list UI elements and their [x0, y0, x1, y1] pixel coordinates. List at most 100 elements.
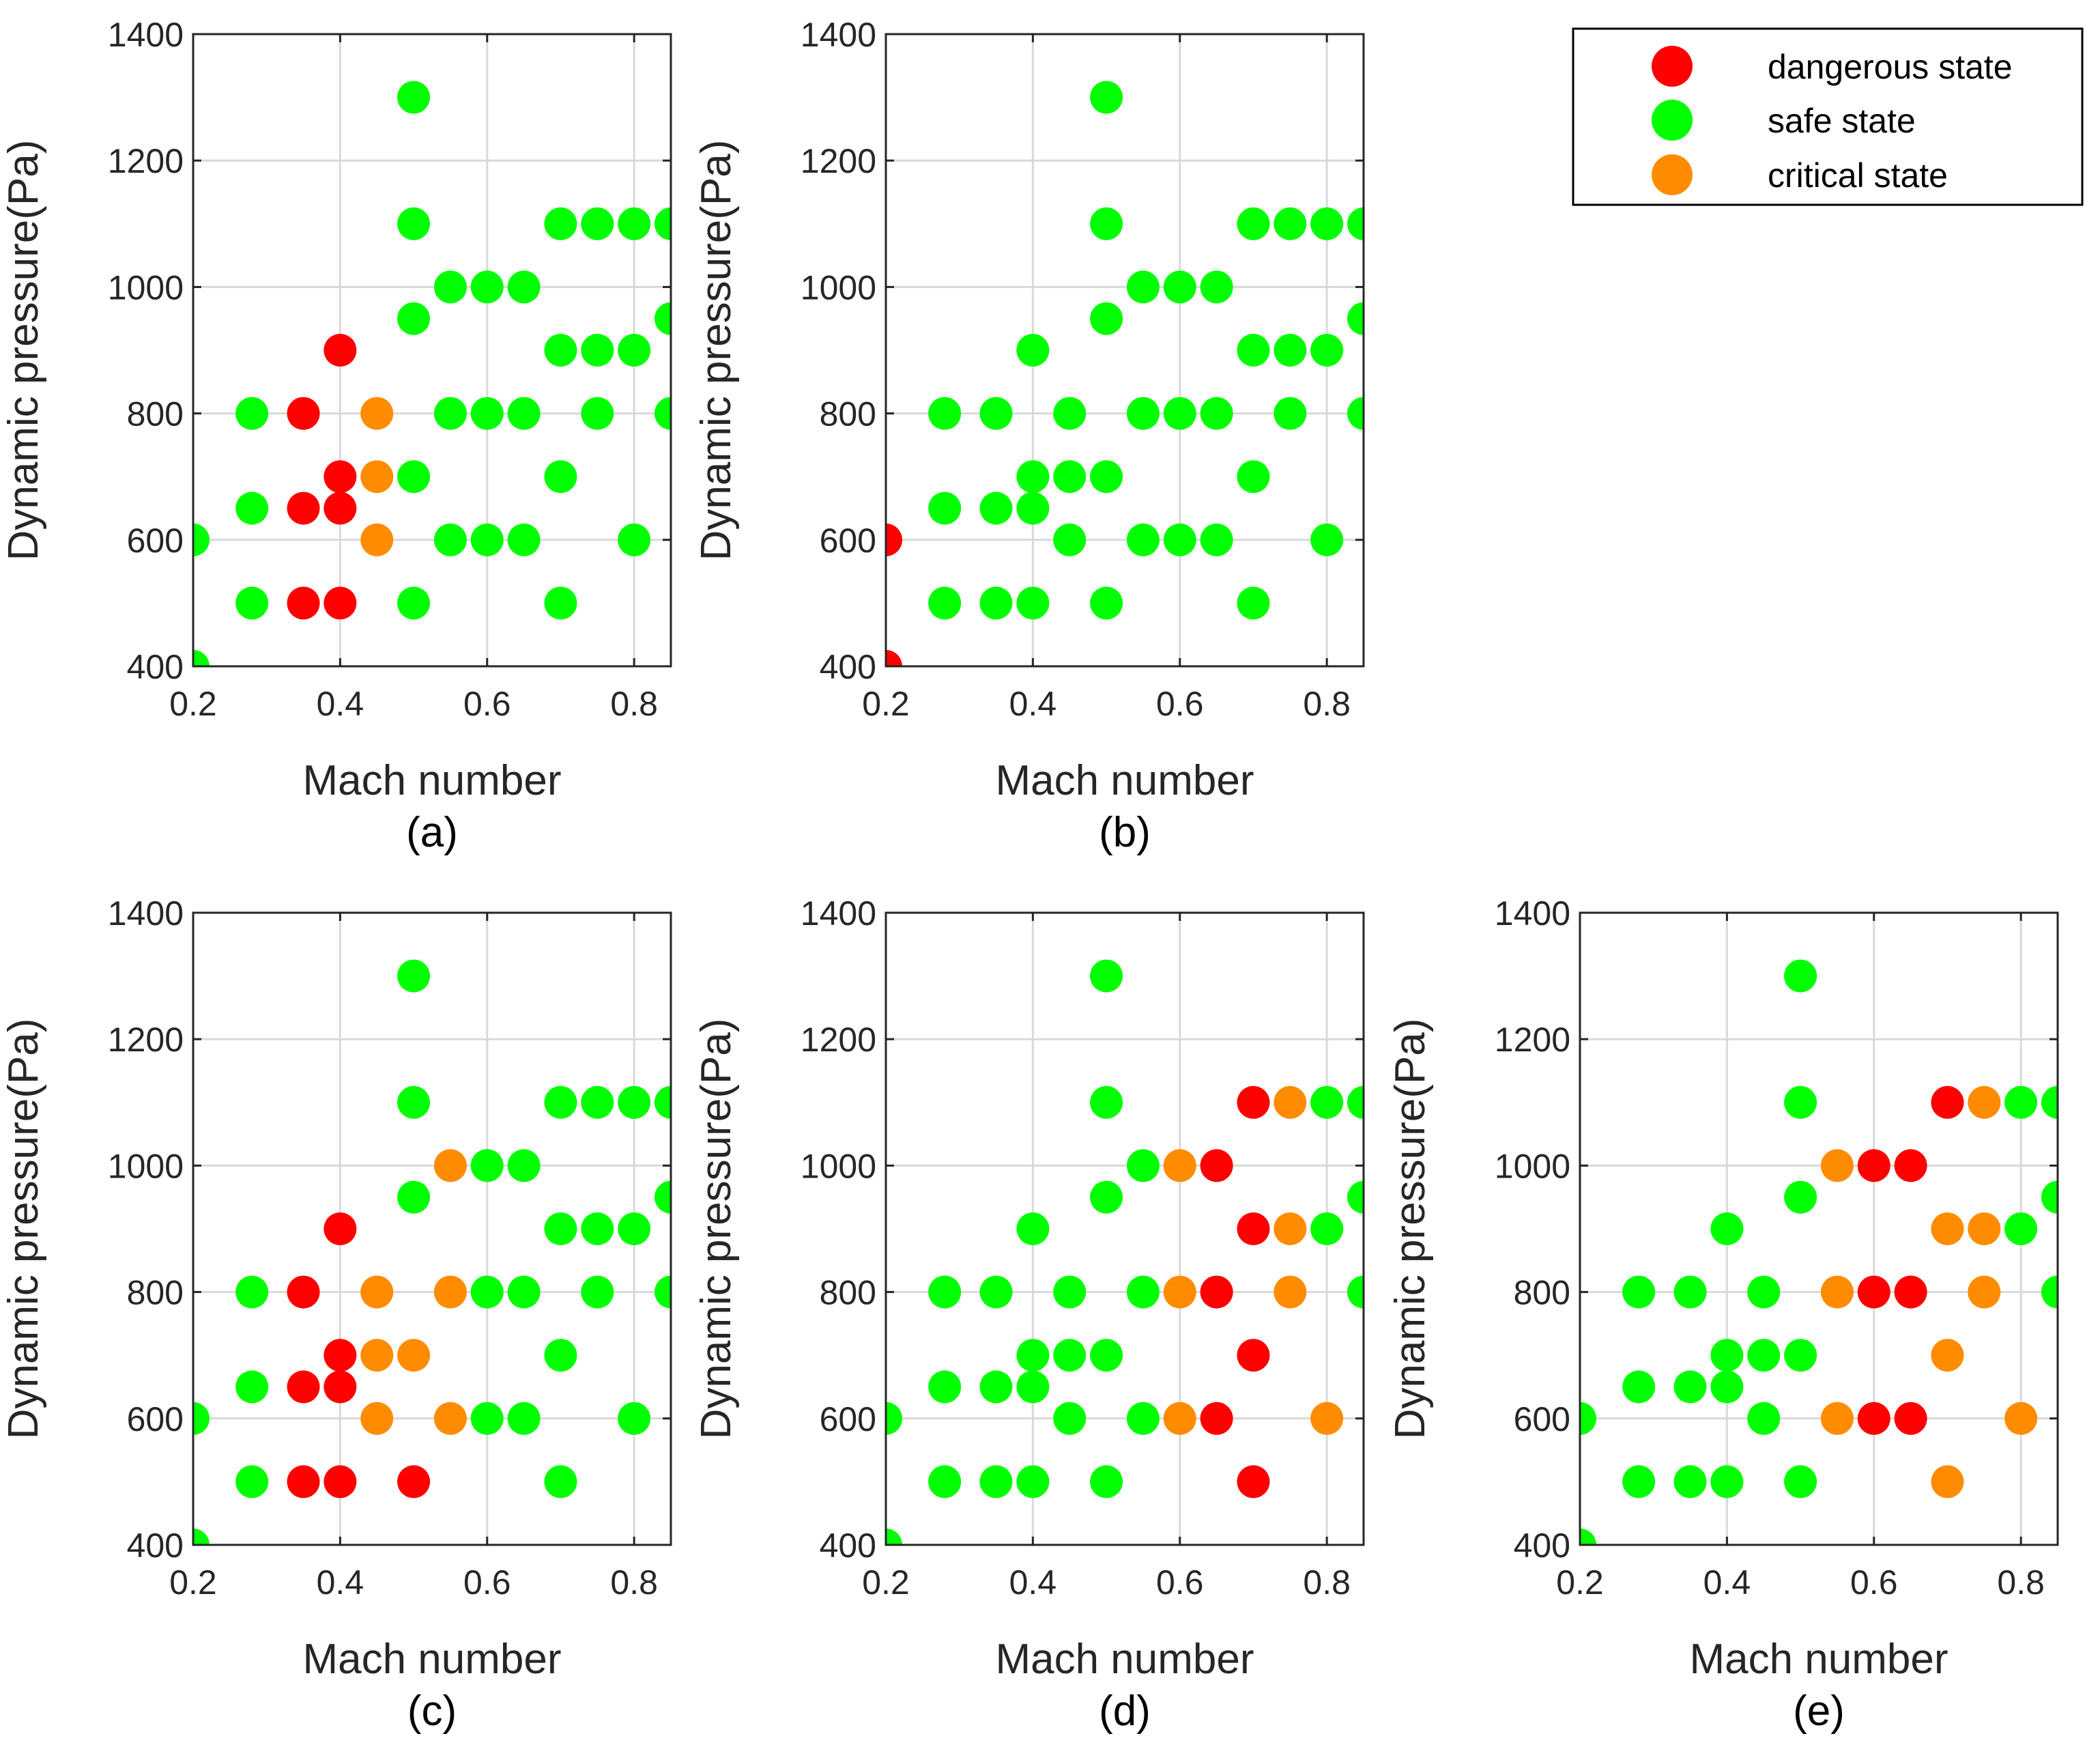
data-point-safe [979, 1465, 1013, 1498]
data-point-safe [1090, 81, 1123, 114]
data-point-safe [928, 1275, 962, 1309]
y-tick-label: 800 [820, 1274, 876, 1312]
x-tick-label: 0.4 [1009, 1563, 1057, 1602]
data-point-safe [193, 1528, 210, 1545]
data-point-safe [1126, 1275, 1160, 1309]
data-point-safe [235, 586, 269, 620]
data-point-safe [470, 397, 504, 430]
data-point-safe [618, 1212, 651, 1245]
data-point-dangerous [323, 1339, 357, 1372]
data-point-safe [1710, 1212, 1744, 1245]
y-axis-label: Dynamic pressure(Pa) [1387, 1019, 1434, 1440]
legend-marker-dangerous [1652, 46, 1693, 87]
data-point-dangerous [287, 492, 320, 525]
data-point-safe [2041, 1180, 2058, 1214]
legend-label-safe: safe state [1768, 102, 1916, 140]
data-point-critical [1820, 1149, 1854, 1182]
data-points [193, 81, 671, 666]
data-point-safe [1747, 1402, 1781, 1435]
chart-panel-5: 0.2 0.4 0.6 0.8 400 600 800 1000 1200 1400 Mach nu… [1387, 894, 2059, 1735]
data-point-safe [1237, 460, 1270, 494]
data-point-safe [655, 1180, 671, 1214]
data-point-safe [655, 207, 671, 240]
y-tick-label: 800 [127, 395, 184, 433]
y-tick-label: 400 [1514, 1526, 1570, 1565]
x-tick-label: 0.8 [1303, 685, 1351, 723]
y-tick-label: 800 [820, 395, 876, 433]
data-point-critical [1931, 1212, 1964, 1245]
data-point-critical [433, 1402, 467, 1435]
x-axis-label: Mach number [995, 757, 1254, 804]
legend: dangerous state safe state critical stat… [1572, 27, 2084, 206]
y-tick-label: 1400 [108, 894, 184, 933]
y-tick-label: 1200 [801, 1021, 876, 1059]
y-tick-label: 800 [127, 1274, 184, 1312]
data-points [1580, 959, 2058, 1545]
data-point-critical [360, 1402, 394, 1435]
data-point-safe [655, 302, 671, 335]
data-point-safe [1673, 1275, 1707, 1309]
y-tick-label: 1000 [801, 1147, 876, 1185]
data-point-safe [1163, 523, 1196, 556]
data-point-safe [1747, 1275, 1781, 1309]
data-point-critical [1310, 1402, 1344, 1435]
data-point-safe [544, 1212, 577, 1245]
data-point-safe [397, 959, 431, 993]
data-point-safe [470, 1149, 504, 1182]
x-tick-label: 0.8 [610, 685, 658, 723]
y-tick-label: 1400 [1495, 894, 1570, 933]
data-point-safe [470, 1275, 504, 1309]
x-tick-label: 0.8 [1303, 1563, 1351, 1602]
panel-caption: (e) [1793, 1688, 1845, 1735]
data-point-safe [1347, 1275, 1364, 1309]
data-point-safe [581, 397, 614, 430]
data-point-safe [1090, 586, 1123, 620]
data-point-safe [1053, 1402, 1087, 1435]
x-tick-label: 0.4 [317, 1563, 364, 1602]
y-tick-label: 1000 [801, 268, 876, 307]
data-point-safe [1016, 1339, 1050, 1372]
data-point-safe [544, 1465, 577, 1498]
data-point-safe [1580, 1528, 1596, 1545]
data-point-safe [1347, 207, 1364, 240]
data-point-safe [544, 207, 577, 240]
y-tick-label: 800 [1514, 1274, 1570, 1312]
y-tick-label: 1200 [1495, 1021, 1570, 1059]
x-tick-label: 0.6 [463, 1563, 511, 1602]
data-point-safe [618, 1402, 651, 1435]
data-point-safe [1090, 959, 1123, 993]
axes-frame [884, 911, 1365, 1546]
chart-panel-4: 0.2 0.4 0.6 0.8 400 600 800 1000 1200 1400 Mach nu… [693, 894, 1365, 1735]
y-tick-label: 1200 [108, 1021, 184, 1059]
data-point-safe [1580, 1402, 1596, 1435]
data-point-safe [928, 586, 962, 620]
x-axis-label: Mach number [995, 1636, 1254, 1683]
data-point-dangerous [886, 523, 902, 556]
data-point-safe [1784, 1085, 1817, 1119]
y-tick-label: 600 [127, 1400, 184, 1438]
data-point-safe [1163, 270, 1196, 304]
panel-caption: (c) [407, 1688, 457, 1735]
data-point-safe [1710, 1339, 1744, 1372]
data-point-safe [1347, 1085, 1364, 1119]
data-point-safe [1622, 1275, 1656, 1309]
data-point-safe [1090, 460, 1123, 494]
x-axis-label: Mach number [1689, 1636, 1948, 1683]
data-point-safe [1274, 207, 1307, 240]
y-tick-label: 1200 [108, 142, 184, 180]
data-point-safe [1053, 523, 1087, 556]
panel-caption: (a) [406, 809, 458, 856]
y-tick-label: 1400 [108, 16, 184, 54]
data-point-dangerous [323, 1212, 357, 1245]
x-tick-label: 0.2 [862, 685, 910, 723]
data-point-safe [581, 1275, 614, 1309]
data-point-safe [544, 1085, 577, 1119]
data-point-safe [397, 1085, 431, 1119]
data-point-safe [1784, 1180, 1817, 1214]
data-point-dangerous [886, 650, 902, 666]
data-point-critical [360, 460, 394, 494]
data-point-safe [1126, 1402, 1160, 1435]
data-point-safe [1016, 1370, 1050, 1404]
y-tick-label: 1400 [801, 894, 876, 933]
x-tick-label: 0.2 [169, 685, 217, 723]
